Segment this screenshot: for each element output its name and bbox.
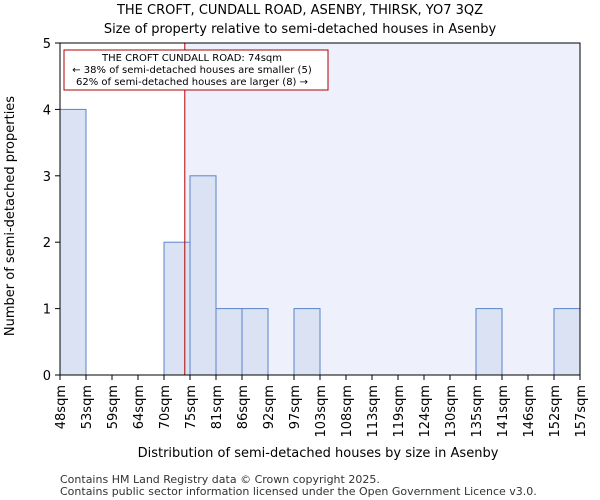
- x-tick-label: 113sqm: [366, 385, 381, 438]
- annotation-box: THE CROFT CUNDALL ROAD: 74sqm ← 38% of s…: [63, 49, 329, 91]
- y-tick-label: 2: [43, 236, 51, 251]
- y-tick-label: 3: [43, 170, 51, 185]
- x-tick-label: 135sqm: [470, 385, 485, 438]
- x-tick-label: 70sqm: [158, 385, 173, 429]
- annotation-line-2: ← 38% of semi-detached houses are smalle…: [72, 65, 312, 76]
- annotation-border: [63, 49, 329, 91]
- annotation-line-1: THE CROFT CUNDALL ROAD: 74sqm: [101, 53, 282, 64]
- bars-group: [59, 108, 581, 376]
- x-axis-ticks: 48sqm 53sqm 59sqm 64sqm 70sqm 75sqm 81sqm 86sqm…: [54, 375, 589, 438]
- y-tick-label: 5: [43, 37, 51, 52]
- x-tick-label: 146sqm: [522, 385, 537, 438]
- x-tick-label: 48sqm: [54, 385, 69, 429]
- annotation-line-3: 62% of semi-detached houses are larger (…: [76, 77, 308, 88]
- x-tick-label: 108sqm: [340, 385, 355, 438]
- x-tick-label: 103sqm: [314, 385, 329, 438]
- footer-line-2: Contains public sector information licen…: [60, 485, 537, 498]
- plot-area: 0 1 2 3 4 5 48sqm 53sqm 59sqm 64sqm 70sqm 75sqm 81s…: [43, 37, 589, 438]
- bar-75sqm: [189, 175, 217, 376]
- x-tick-label: 86sqm: [236, 385, 251, 429]
- bar-135sqm: [475, 308, 503, 376]
- x-tick-label: 119sqm: [392, 385, 407, 438]
- x-axis-label: Distribution of semi-detached houses by …: [138, 446, 499, 461]
- x-tick-label: 130sqm: [444, 385, 459, 438]
- y-axis-ticks: 0 1 2 3 4 5: [43, 37, 60, 384]
- chart-title: THE CROFT, CUNDALL ROAD, ASENBY, THIRSK,…: [116, 3, 483, 18]
- bar-48sqm: [59, 108, 87, 376]
- bar-86sqm: [241, 308, 269, 376]
- y-tick-label: 4: [43, 103, 51, 118]
- x-tick-label: 64sqm: [132, 385, 147, 429]
- x-tick-label: 81sqm: [210, 385, 225, 429]
- x-tick-label: 92sqm: [262, 385, 277, 429]
- x-tick-label: 75sqm: [184, 385, 199, 429]
- footer-line-1: Contains HM Land Registry data © Crown c…: [60, 473, 380, 486]
- x-tick-label: 97sqm: [288, 385, 303, 429]
- x-tick-label: 141sqm: [496, 385, 511, 438]
- x-tick-label: 157sqm: [574, 385, 589, 438]
- bar-81sqm: [215, 308, 243, 376]
- chart-subtitle: Size of property relative to semi-detach…: [104, 22, 497, 37]
- bar-152sqm: [553, 308, 581, 376]
- bar-70sqm: [163, 241, 191, 376]
- y-axis-label: Number of semi-detached properties: [3, 96, 18, 336]
- y-tick-label: 1: [43, 303, 51, 318]
- x-tick-label: 59sqm: [106, 385, 121, 429]
- y-tick-label: 0: [43, 369, 51, 384]
- x-tick-label: 53sqm: [80, 385, 95, 429]
- x-tick-label: 152sqm: [548, 385, 563, 438]
- x-tick-label: 124sqm: [418, 385, 433, 438]
- bar-97sqm: [293, 308, 321, 376]
